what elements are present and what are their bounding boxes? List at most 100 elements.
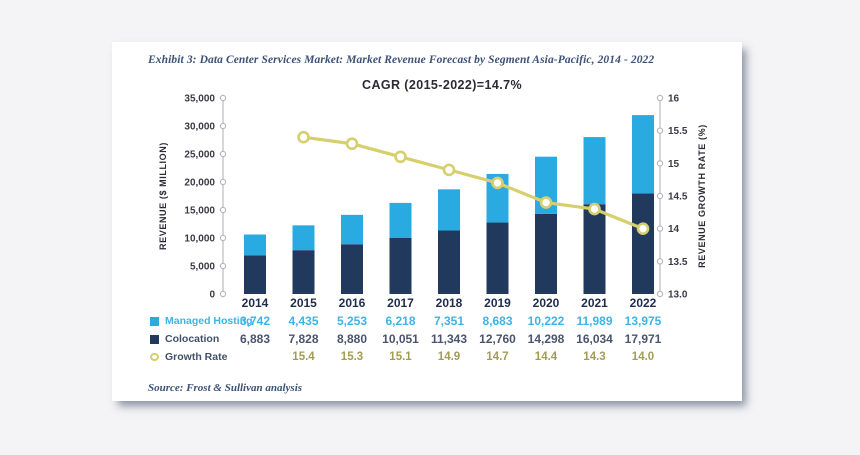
managed-hosting-value: 8,683	[482, 314, 513, 328]
year-data-column: 2022 13,975 17,971 14.0	[612, 294, 674, 366]
managed-hosting-bar-segment	[341, 214, 363, 245]
managed-hosting-value: 6,218	[385, 314, 416, 328]
growth-rate-value: 14.7	[486, 351, 509, 363]
colocation-value: 10,051	[382, 332, 419, 346]
growth-rate-marker-icon	[588, 202, 601, 216]
left-axis-tick-label: 5,000	[190, 262, 215, 273]
year-label: 2017	[387, 296, 414, 310]
colocation-bar-segment	[486, 222, 509, 294]
left-axis-tick-icon	[219, 262, 227, 270]
legend-label: Managed Hosting	[165, 315, 253, 327]
managed-hosting-value: 3,742	[239, 314, 271, 328]
left-axis-tick-label: 10,000	[184, 234, 215, 245]
growth-rate-marker-icon	[442, 163, 456, 177]
right-axis-tick-label: 16	[668, 94, 680, 105]
colocation-bar-segment	[583, 204, 606, 294]
growth-rate-value: 14.4	[534, 351, 558, 363]
managed-hosting-swatch-icon	[150, 316, 159, 326]
growth-rate-marker-icon	[636, 222, 650, 235]
legend-item-colocation: Colocation	[150, 330, 260, 348]
right-axis-tick-icon	[656, 290, 664, 298]
year-label: 2018	[435, 296, 463, 310]
right-axis-tick-icon	[656, 225, 664, 232]
colocation-value: 6,883	[239, 332, 271, 346]
year-data-column: 2015 4,435 7,828 15.4	[273, 294, 335, 366]
year-data-column: 2021 11,989 16,034 14.3	[564, 294, 626, 366]
managed-hosting-value: 11,989	[576, 314, 613, 328]
right-axis-tick-icon	[656, 127, 664, 134]
left-axis-tick-label: 35,000	[184, 94, 215, 105]
managed-hosting-bar-segment	[583, 137, 606, 205]
source-note: Source: Frost & Sullivan analysis	[148, 382, 303, 394]
chart-title: CAGR (2015-2022)=14.7%	[362, 78, 522, 92]
growth-rate-value: 14.3	[583, 351, 606, 363]
right-axis-tick-label: 15	[668, 159, 680, 170]
year-label: 2014	[241, 296, 269, 310]
left-axis-tick-icon	[219, 94, 227, 102]
left-axis-tick-label: 20,000	[184, 178, 215, 189]
colocation-value: 12,760	[479, 332, 516, 346]
managed-hosting-value: 10,222	[527, 314, 565, 328]
managed-hosting-bar-segment	[292, 225, 315, 251]
colocation-value: 8,880	[336, 332, 368, 346]
managed-hosting-value: 4,435	[288, 314, 319, 328]
growth-rate-swatch-icon	[150, 353, 159, 361]
left-axis-tick-label: 0	[209, 290, 215, 301]
growth-rate-value: 15.4	[292, 351, 315, 363]
growth-rate-value: 15.1	[389, 351, 412, 363]
left-axis-tick-icon	[219, 234, 227, 242]
colocation-bar-segment	[632, 193, 654, 294]
managed-hosting-value: 7,351	[433, 314, 465, 328]
growth-rate-value: 14.9	[437, 351, 461, 363]
year-label: 2022	[629, 296, 657, 310]
colocation-bar-segment	[292, 250, 315, 294]
managed-hosting-bar-segment	[389, 202, 412, 238]
colocation-swatch-icon	[150, 334, 159, 344]
colocation-bar-segment	[244, 255, 266, 294]
colocation-bar-segment	[389, 237, 412, 294]
left-axis-tick-icon	[219, 178, 227, 186]
chart-legend: Managed Hosting Colocation Growth Rate	[150, 312, 260, 366]
legend-item-managed-hosting: Managed Hosting	[150, 312, 260, 330]
year-label: 2020	[532, 296, 560, 310]
managed-hosting-value: 5,253	[336, 314, 368, 328]
year-data-column: 2018 7,351 11,343 14.9	[418, 294, 480, 366]
legend-label: Growth Rate	[165, 351, 228, 363]
left-axis-tick-label: 25,000	[184, 150, 215, 161]
growth-rate-line	[303, 135, 644, 231]
year-label: 2015	[290, 296, 317, 310]
right-axis-tick-label: 15.5	[668, 126, 688, 137]
colocation-value: 16,034	[576, 332, 613, 346]
right-axis-tick-icon	[656, 160, 664, 167]
right-axis-tick-icon	[656, 258, 664, 265]
year-data-column: 2016 5,253 8,880 15.3	[321, 294, 383, 366]
left-axis-tick-icon	[219, 150, 227, 158]
growth-rate-value: 15.3	[340, 351, 364, 363]
left-axis-tick-icon	[219, 290, 227, 298]
growth-rate-value: 14.0	[631, 351, 655, 363]
growth-rate-marker-icon	[345, 137, 359, 151]
right-axis-tick-label: 13.5	[668, 257, 688, 268]
left-axis-tick-icon	[219, 206, 227, 214]
year-data-column: 2019 8,683 12,760 14.7	[467, 294, 529, 366]
managed-hosting-bar-segment	[244, 234, 266, 256]
legend-label: Colocation	[165, 333, 220, 345]
year-data-column: 2017 6,218 10,051 15.1	[370, 294, 432, 366]
colocation-value: 17,971	[624, 332, 662, 346]
left-axis-tick-label: 15,000	[184, 206, 215, 217]
right-axis-tick-label: 14	[668, 224, 680, 235]
left-axis-tick-label: 30,000	[184, 122, 215, 133]
exhibit-title: Exhibit 3: Data Center Services Market: …	[148, 54, 655, 66]
right-axis-tick-icon	[656, 94, 664, 102]
colocation-value: 7,828	[288, 332, 319, 346]
year-label: 2016	[338, 296, 366, 310]
colocation-bar-segment	[535, 213, 557, 294]
growth-rate-marker-icon	[539, 196, 553, 209]
right-axis-tick-label: 14.5	[668, 192, 688, 203]
chart-card: Exhibit 3: Data Center Services Market: …	[112, 42, 742, 401]
year-data-column: 2014 3,742 6,883	[224, 294, 286, 366]
legend-item-growth-rate: Growth Rate	[150, 348, 260, 366]
year-label: 2021	[581, 296, 608, 310]
colocation-value: 14,298	[527, 332, 565, 346]
growth-rate-marker-icon	[394, 150, 407, 164]
